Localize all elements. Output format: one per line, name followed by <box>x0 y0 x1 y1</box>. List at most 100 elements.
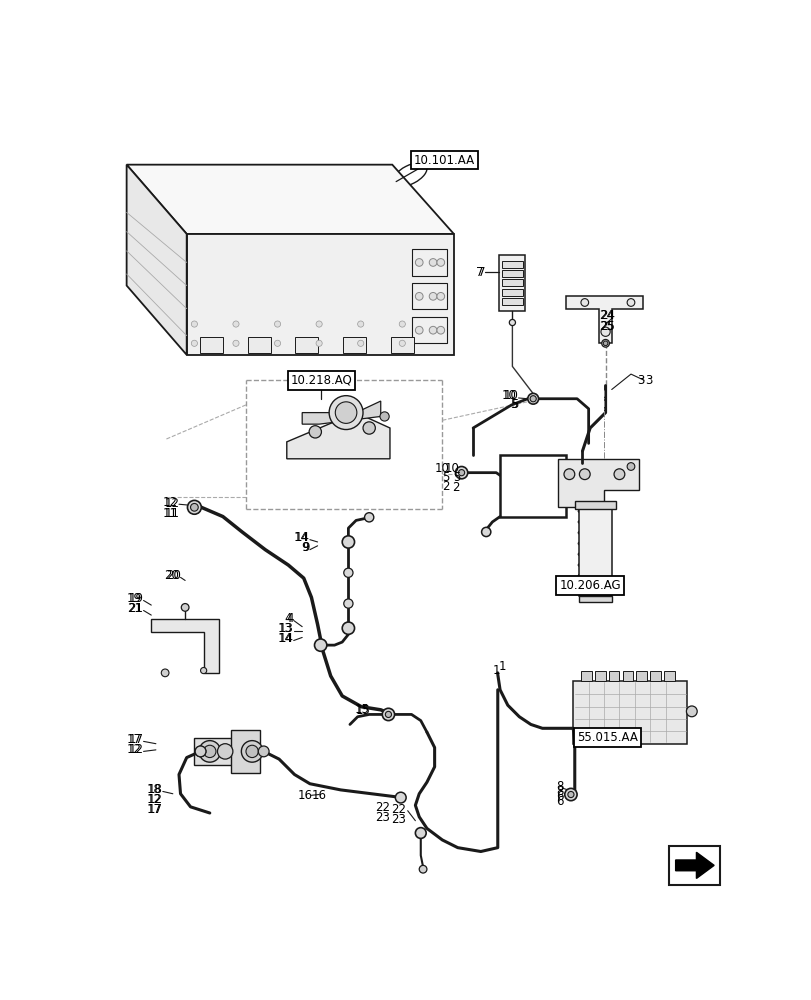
Circle shape <box>458 470 464 476</box>
Circle shape <box>274 321 281 327</box>
Text: 6: 6 <box>555 790 563 803</box>
Text: 10: 10 <box>444 462 460 475</box>
Circle shape <box>415 292 423 300</box>
Bar <box>650 671 660 681</box>
Text: 23: 23 <box>375 811 389 824</box>
Polygon shape <box>302 401 380 424</box>
Circle shape <box>357 340 363 346</box>
Text: 10.206.AG: 10.206.AG <box>559 579 620 592</box>
Circle shape <box>364 513 373 522</box>
Polygon shape <box>127 165 187 355</box>
Circle shape <box>399 340 405 346</box>
Circle shape <box>399 321 405 327</box>
Text: 18: 18 <box>148 783 163 796</box>
Bar <box>501 289 522 296</box>
Circle shape <box>161 669 169 677</box>
Circle shape <box>191 340 197 346</box>
Text: 6: 6 <box>556 795 564 808</box>
Text: 9: 9 <box>302 541 310 554</box>
Circle shape <box>314 639 327 651</box>
Text: 4: 4 <box>285 612 292 625</box>
Bar <box>411 317 446 343</box>
Text: 5: 5 <box>511 398 518 411</box>
Circle shape <box>481 527 490 537</box>
Text: 21: 21 <box>128 602 144 615</box>
Circle shape <box>564 469 574 480</box>
Text: 7: 7 <box>476 266 483 279</box>
Text: 15: 15 <box>354 703 369 716</box>
Text: 3: 3 <box>645 374 652 387</box>
Bar <box>501 279 522 286</box>
Text: 15: 15 <box>355 704 371 717</box>
Circle shape <box>626 299 634 306</box>
Polygon shape <box>187 234 453 355</box>
Polygon shape <box>151 619 219 673</box>
Bar <box>501 298 522 305</box>
Circle shape <box>315 340 322 346</box>
Text: 10.101.AA: 10.101.AA <box>414 154 474 167</box>
Polygon shape <box>500 455 564 517</box>
Circle shape <box>415 259 423 266</box>
Circle shape <box>527 393 538 404</box>
Text: 19: 19 <box>128 592 144 605</box>
Polygon shape <box>573 681 686 744</box>
Circle shape <box>429 259 436 266</box>
Text: 20: 20 <box>164 569 178 582</box>
Circle shape <box>418 865 427 873</box>
Text: 5: 5 <box>452 471 460 484</box>
Text: 17: 17 <box>146 803 161 816</box>
Circle shape <box>274 340 281 346</box>
Polygon shape <box>557 459 638 507</box>
Text: 24: 24 <box>599 309 613 322</box>
Bar <box>636 671 646 681</box>
Polygon shape <box>127 165 453 234</box>
Circle shape <box>246 745 258 758</box>
Text: 16: 16 <box>311 789 326 802</box>
Text: 13: 13 <box>278 622 294 635</box>
Circle shape <box>195 746 206 757</box>
Text: 12: 12 <box>127 743 142 756</box>
Circle shape <box>341 536 354 548</box>
Text: 11: 11 <box>162 507 178 520</box>
Text: 5: 5 <box>441 471 448 484</box>
Bar <box>501 270 522 277</box>
Bar <box>411 249 446 276</box>
Text: 1: 1 <box>498 660 505 673</box>
Circle shape <box>204 745 216 758</box>
Text: 17: 17 <box>127 733 142 746</box>
Circle shape <box>363 422 375 434</box>
Text: 17: 17 <box>148 803 163 816</box>
Circle shape <box>436 259 444 266</box>
Circle shape <box>579 469 590 480</box>
Circle shape <box>600 327 609 336</box>
Circle shape <box>181 604 189 611</box>
Circle shape <box>191 321 197 327</box>
Circle shape <box>567 791 573 798</box>
Text: 10: 10 <box>503 389 518 402</box>
Text: 25: 25 <box>599 320 614 333</box>
Circle shape <box>601 339 609 347</box>
Polygon shape <box>194 738 255 765</box>
Polygon shape <box>578 507 611 596</box>
Circle shape <box>455 467 467 479</box>
Polygon shape <box>499 255 525 311</box>
Text: 16: 16 <box>298 789 312 802</box>
Circle shape <box>187 500 201 514</box>
Text: 12: 12 <box>128 743 144 756</box>
Bar <box>580 671 591 681</box>
Text: 7: 7 <box>478 266 485 279</box>
Circle shape <box>415 828 426 838</box>
Circle shape <box>508 319 515 326</box>
Circle shape <box>233 340 238 346</box>
Circle shape <box>258 746 268 757</box>
Polygon shape <box>231 730 260 773</box>
Text: 12: 12 <box>162 496 178 509</box>
Text: 10: 10 <box>501 389 517 402</box>
Text: 24: 24 <box>599 309 614 322</box>
Circle shape <box>343 599 353 608</box>
Bar <box>247 337 270 353</box>
Bar <box>342 337 366 353</box>
Polygon shape <box>675 852 713 878</box>
Text: 5: 5 <box>509 398 517 411</box>
Circle shape <box>530 396 535 402</box>
